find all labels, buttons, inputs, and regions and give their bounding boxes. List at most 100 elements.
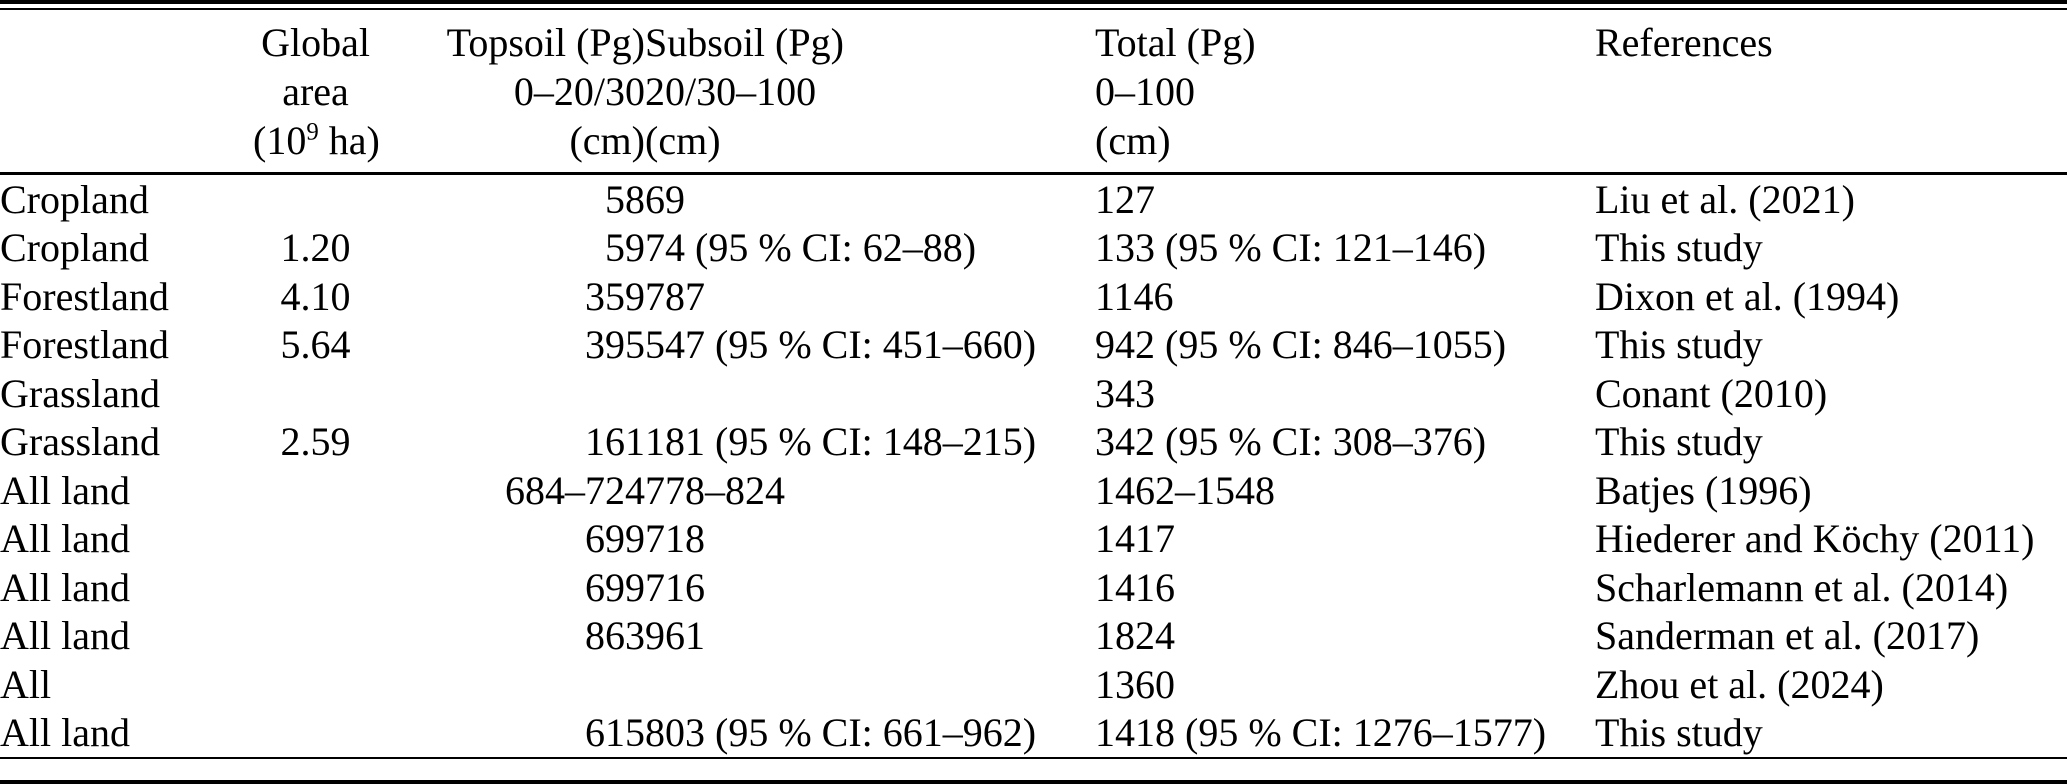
cell-global-area: 5.64 bbox=[280, 322, 351, 368]
cell-reference: Batjes (1996) bbox=[1595, 467, 1812, 513]
table-row: Cropland 58 69 127 Liu et al. (2021) bbox=[0, 174, 2067, 224]
cell-subsoil: 69 bbox=[645, 176, 685, 222]
cell-global-area: 2.59 bbox=[280, 419, 351, 465]
cell-land-type: All land bbox=[0, 467, 130, 513]
cell-total: 342 (95 % CI: 308–376) bbox=[1095, 419, 1487, 465]
cell-global-area bbox=[253, 563, 378, 612]
top-thick-rule bbox=[0, 0, 2067, 4]
bottom-rule-gap bbox=[0, 759, 2067, 780]
header-land-type bbox=[0, 10, 253, 175]
table-row: All land 863 961 1824 Sanderman et al. (… bbox=[0, 612, 2067, 661]
cell-total: 942 (95 % CI: 846–1055) bbox=[1095, 322, 1507, 368]
table-body: Cropland 58 69 127 Liu et al. (2021) Cro… bbox=[0, 174, 2067, 758]
header-references: References bbox=[1595, 10, 2067, 175]
bottom-thick-rule bbox=[0, 780, 2067, 784]
cell-topsoil: 59 bbox=[605, 225, 645, 271]
header-topsoil-unit: (cm) bbox=[569, 118, 645, 163]
cell-land-type: Grassland bbox=[0, 370, 160, 416]
cell-subsoil: 74 (95 % CI: 62–88) bbox=[645, 225, 977, 271]
cell-land-type: Cropland bbox=[0, 176, 149, 222]
cell-land-type: Cropland bbox=[0, 225, 149, 271]
cell-global-area bbox=[253, 466, 378, 515]
cell-global-area bbox=[253, 709, 378, 758]
table-row: All 1360 Zhou et al. (2024) bbox=[0, 660, 2067, 709]
cell-total: 1462–1548 bbox=[1095, 467, 1275, 513]
header-topsoil-line2: 0–20/30 bbox=[513, 69, 645, 114]
header-global-area-line2: area bbox=[282, 69, 349, 114]
cell-land-type: Grassland bbox=[0, 419, 160, 465]
cell-global-area bbox=[253, 515, 378, 564]
header-global-area-line1: Global bbox=[261, 20, 370, 65]
header-global-area: Global area (109 ha) bbox=[253, 10, 380, 175]
cell-total: 343 bbox=[1095, 370, 1155, 416]
cell-global-area: 4.10 bbox=[280, 273, 351, 319]
cell-land-type: All land bbox=[0, 710, 130, 756]
header-total: Total (Pg) 0–100 (cm) bbox=[1095, 10, 1595, 175]
cell-land-type: Forestland bbox=[0, 322, 169, 368]
cell-topsoil bbox=[378, 369, 645, 418]
cell-subsoil: 961 bbox=[645, 613, 705, 659]
cell-land-type: All land bbox=[0, 516, 130, 562]
cell-subsoil: 718 bbox=[645, 516, 705, 562]
cell-topsoil: 58 bbox=[605, 176, 645, 222]
cell-global-area: 1.20 bbox=[280, 225, 351, 271]
header-total-line2: 0–100 bbox=[1095, 69, 1195, 114]
cell-subsoil: 181 (95 % CI: 148–215) bbox=[645, 419, 1037, 465]
cell-topsoil: 161 bbox=[585, 419, 645, 465]
cell-total: 1418 (95 % CI: 1276–1577) bbox=[1095, 710, 1547, 756]
table-row: Cropland 1.20 59 74 (95 % CI: 62–88) 133… bbox=[0, 224, 2067, 273]
header-row: Global area (109 ha) Topsoil (Pg) 0–20/3… bbox=[0, 10, 2067, 175]
cell-reference: Zhou et al. (2024) bbox=[1595, 661, 1884, 707]
table-row: All land 684–724 778–824 1462–1548 Batje… bbox=[0, 466, 2067, 515]
header-total-unit: (cm) bbox=[1095, 118, 1171, 163]
header-subsoil-unit: (cm) bbox=[645, 118, 721, 163]
header-global-area-unit: (109 ha) bbox=[253, 118, 380, 163]
exponent-9: 9 bbox=[306, 118, 319, 146]
table-row: Forestland 4.10 359 787 1146 Dixon et al… bbox=[0, 272, 2067, 321]
header-references-line1: References bbox=[1595, 20, 1773, 65]
cell-land-type: All land bbox=[0, 564, 130, 610]
cell-total: 1824 bbox=[1095, 613, 1175, 659]
cell-topsoil: 699 bbox=[585, 564, 645, 610]
table-row: All land 615 803 (95 % CI: 661–962) 1418… bbox=[0, 709, 2067, 758]
cell-land-type: Forestland bbox=[0, 273, 169, 319]
cell-subsoil: 547 (95 % CI: 451–660) bbox=[645, 322, 1037, 368]
cell-total: 127 bbox=[1095, 176, 1155, 222]
table-row: Grassland 343 Conant (2010) bbox=[0, 369, 2067, 418]
cell-subsoil: 787 bbox=[645, 273, 705, 319]
cell-subsoil: 716 bbox=[645, 564, 705, 610]
cell-total: 1416 bbox=[1095, 564, 1175, 610]
cell-reference: Hiederer and Köchy (2011) bbox=[1595, 516, 2035, 562]
cell-reference: Liu et al. (2021) bbox=[1595, 176, 1855, 222]
cell-topsoil: 615 bbox=[585, 710, 645, 756]
cell-subsoil bbox=[645, 660, 1095, 709]
cell-total: 1417 bbox=[1095, 516, 1175, 562]
cell-global-area bbox=[253, 612, 378, 661]
cell-total: 1360 bbox=[1095, 661, 1175, 707]
cell-topsoil: 684–724 bbox=[505, 467, 645, 513]
cell-reference: This study bbox=[1595, 322, 1763, 368]
bottom-thin-rule bbox=[0, 757, 2067, 759]
table-row: Forestland 5.64 395 547 (95 % CI: 451–66… bbox=[0, 321, 2067, 370]
soc-stocks-table: Global area (109 ha) Topsoil (Pg) 0–20/3… bbox=[0, 10, 2067, 757]
cell-total: 1146 bbox=[1095, 273, 1174, 319]
cell-reference: Scharlemann et al. (2014) bbox=[1595, 564, 2009, 610]
cell-reference: This study bbox=[1595, 225, 1763, 271]
cell-topsoil bbox=[378, 660, 645, 709]
cell-subsoil bbox=[645, 369, 1095, 418]
cell-total: 133 (95 % CI: 121–146) bbox=[1095, 225, 1487, 271]
table-header: Global area (109 ha) Topsoil (Pg) 0–20/3… bbox=[0, 10, 2067, 175]
cell-topsoil: 699 bbox=[585, 516, 645, 562]
header-subsoil-line2: 20/30–100 bbox=[645, 69, 817, 114]
top-thin-rule bbox=[0, 8, 2067, 10]
cell-subsoil: 778–824 bbox=[645, 467, 785, 513]
cell-land-type: All land bbox=[0, 613, 130, 659]
cell-global-area bbox=[253, 660, 378, 709]
header-topsoil-line1: Topsoil (Pg) bbox=[446, 20, 645, 65]
header-subsoil-line1: Subsoil (Pg) bbox=[645, 20, 844, 65]
cell-topsoil: 863 bbox=[585, 613, 645, 659]
cell-reference: Conant (2010) bbox=[1595, 370, 1828, 416]
table-row: Grassland 2.59 161 181 (95 % CI: 148–215… bbox=[0, 418, 2067, 467]
cell-reference: This study bbox=[1595, 710, 1763, 756]
